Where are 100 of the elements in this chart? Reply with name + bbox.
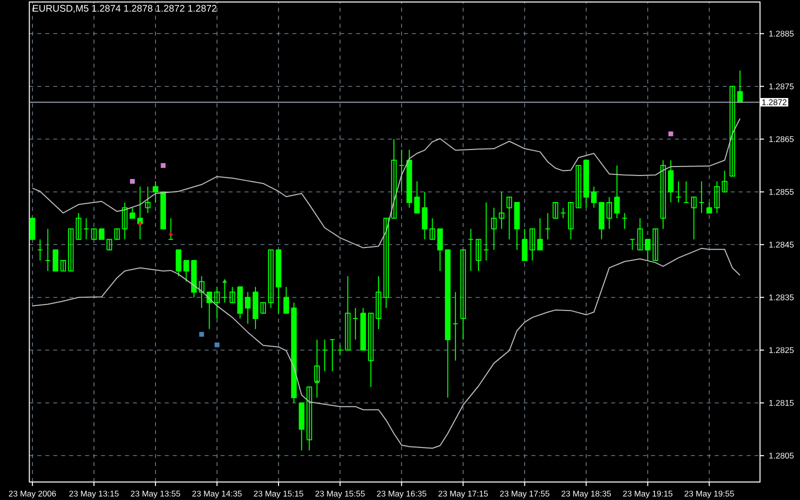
candlestick	[422, 191, 428, 240]
y-tick-label: 1.2815	[769, 400, 794, 406]
candlestick	[306, 386, 312, 451]
candlestick	[298, 402, 304, 451]
ref-line-label: 1.2872	[762, 99, 786, 106]
candlestick	[137, 186, 143, 240]
y-tick-label: 1.2885	[769, 30, 794, 37]
candlestick	[714, 180, 720, 214]
candlestick	[706, 202, 712, 214]
point	[168, 232, 173, 236]
candlestick	[144, 186, 151, 214]
x-tick-label: 23 May 15:55	[315, 490, 365, 498]
candlestick	[576, 165, 582, 208]
candlestick	[252, 286, 258, 330]
y-tick-label: 1.2855	[769, 188, 794, 195]
candlestick	[114, 228, 120, 240]
candlestick	[268, 249, 274, 308]
candlestick	[352, 307, 358, 340]
candlestick	[676, 180, 682, 203]
point	[222, 279, 227, 283]
candlestick	[330, 339, 336, 372]
point	[668, 131, 674, 136]
candlestick	[52, 249, 58, 272]
candlestick	[691, 196, 697, 240]
x-tick-label: 23 May 13:15	[69, 490, 119, 498]
candlestick	[568, 202, 574, 240]
candlestick	[230, 286, 236, 304]
candlestick	[68, 228, 74, 272]
candlestick	[476, 238, 482, 272]
x-tick-label: 23 May 19:55	[684, 490, 734, 498]
candlestick	[106, 238, 112, 250]
x-tick-label: 23 May 19:15	[623, 490, 672, 498]
candlestick	[683, 180, 689, 203]
candlestick	[722, 170, 728, 192]
point	[130, 178, 135, 184]
point	[138, 221, 142, 225]
candlestick	[414, 180, 420, 214]
candlestick	[660, 160, 666, 230]
candlestick	[437, 228, 443, 272]
candlestick	[37, 238, 43, 261]
candlestick	[522, 228, 528, 261]
candlestick	[76, 212, 82, 240]
y-tick-label: 1.2825	[769, 347, 794, 354]
candlestick	[606, 196, 612, 230]
candlestick	[637, 218, 643, 250]
candlestick	[376, 276, 382, 330]
candlestick	[698, 180, 704, 214]
point	[160, 163, 166, 168]
x-tick-label: 23 May 18:35	[562, 490, 611, 498]
x-tick-label: 23 May 2006	[8, 490, 56, 498]
x-tick-label: 23 May 13:55	[130, 490, 180, 498]
candlestick	[168, 218, 174, 240]
candlestick	[506, 196, 512, 240]
candlestick	[222, 281, 228, 304]
y-tick-label: 1.2835	[769, 294, 794, 300]
candlestick	[560, 207, 566, 219]
candlestick	[737, 70, 743, 103]
candlestick	[552, 202, 558, 219]
x-tick-label: 23 May 14:35	[192, 490, 242, 498]
candlestick	[98, 228, 104, 240]
candlestick	[452, 292, 458, 362]
candlestick	[183, 260, 190, 282]
point	[314, 379, 320, 384]
candlestick	[537, 218, 543, 250]
chart-title: EURUSD,M5 1.2874 1.2878 1.2872 1.2872	[33, 4, 216, 13]
point	[214, 342, 220, 348]
candlestick	[406, 149, 412, 208]
candlestick	[614, 165, 620, 219]
candlestick	[468, 228, 474, 272]
candlestick	[544, 212, 551, 240]
candlestick	[730, 86, 736, 177]
candlestick	[44, 228, 51, 272]
candlestick	[276, 249, 282, 314]
candlestick	[460, 249, 466, 340]
candlestick	[130, 207, 136, 219]
candlestick	[176, 249, 182, 277]
candlestick	[314, 339, 320, 398]
x-tick-label: 23 May 17:15	[438, 490, 488, 498]
line-series	[32, 118, 741, 248]
y-tick-label: 1.2845	[769, 242, 794, 248]
x-tick-label: 23 May 16:35	[376, 490, 426, 498]
candlestick	[498, 191, 504, 230]
candlestick	[483, 202, 490, 261]
candlestick	[360, 307, 366, 351]
candlestick	[244, 292, 251, 324]
candlestick	[344, 276, 351, 351]
candlestick	[630, 238, 636, 250]
candlestick	[583, 160, 589, 208]
candlestick	[260, 302, 266, 314]
candlestick	[530, 228, 536, 261]
candlestick	[598, 202, 604, 240]
candlestick	[283, 286, 290, 314]
candlestick	[622, 212, 628, 230]
candlestick	[652, 228, 658, 261]
y-tick-label: 1.2865	[769, 136, 794, 142]
candlestick	[391, 138, 397, 219]
candlestick	[91, 228, 97, 240]
candlestick	[322, 339, 328, 372]
candlestick	[198, 276, 204, 308]
candlestick	[30, 218, 36, 240]
